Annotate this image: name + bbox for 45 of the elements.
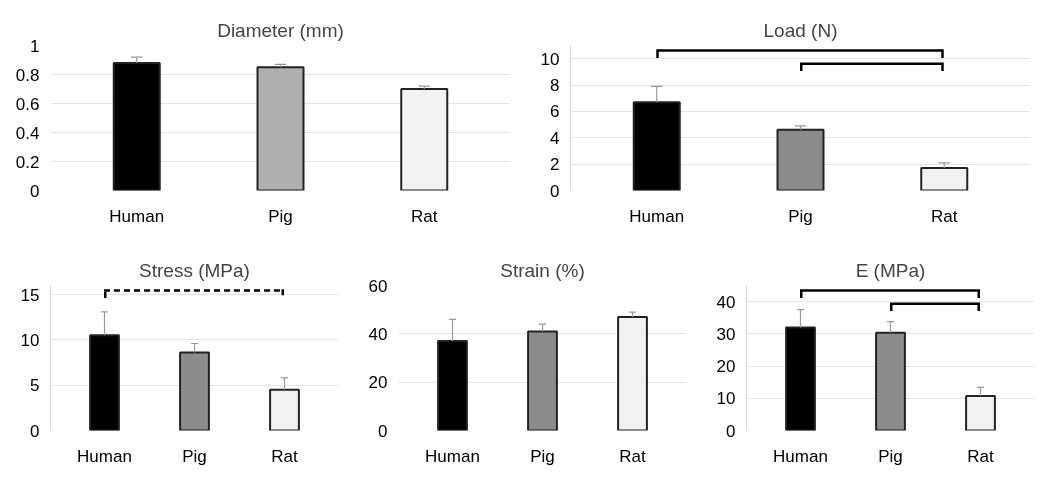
- y-tick-label: 15: [20, 285, 40, 305]
- y-tick-label: 20: [368, 373, 388, 393]
- x-tick-label: Human: [425, 446, 480, 466]
- y-tick-label: 60: [368, 276, 388, 296]
- y-tick-label: 0: [378, 421, 388, 441]
- y-tick-label: 2: [550, 155, 560, 175]
- y-tick-label: 0: [30, 421, 40, 441]
- y-tick-label: 40: [716, 292, 736, 312]
- y-tick-label: 0: [30, 181, 40, 201]
- y-tick-label: 30: [716, 324, 736, 344]
- x-tick-label: Pig: [530, 446, 555, 466]
- x-tick-label: Pig: [788, 206, 813, 226]
- y-tick-label: 8: [550, 76, 560, 96]
- chart-title: E (MPa): [855, 259, 926, 281]
- y-tick-label: 0.8: [15, 65, 40, 85]
- y-tick-label: 0.4: [15, 123, 40, 143]
- x-tick-label: Pig: [182, 446, 207, 466]
- y-tick-label: 0: [550, 181, 560, 201]
- y-tick-label: 6: [550, 102, 560, 122]
- chart-title: Diameter (mm): [217, 19, 344, 41]
- chart-title: Load (N): [763, 19, 838, 41]
- x-tick-label: Human: [109, 206, 165, 226]
- x-tick-label: Rat: [931, 206, 958, 226]
- chart-title: Stress (MPa): [139, 259, 250, 281]
- y-tick-label: 0.2: [15, 152, 40, 172]
- x-tick-label: Rat: [967, 446, 994, 466]
- y-tick-label: 0: [726, 421, 736, 441]
- x-tick-label: Human: [629, 206, 685, 226]
- x-tick-label: Rat: [271, 446, 298, 466]
- y-tick-label: 0.6: [15, 94, 40, 114]
- y-tick-label: 10: [716, 389, 736, 409]
- y-tick-label: 1: [30, 36, 40, 56]
- y-tick-label: 5: [30, 376, 40, 396]
- x-tick-label: Human: [773, 446, 828, 466]
- y-tick-label: 10: [540, 49, 560, 69]
- x-tick-label: Pig: [878, 446, 903, 466]
- y-tick-label: 4: [550, 128, 560, 148]
- y-tick-label: 10: [20, 330, 40, 350]
- x-tick-label: Rat: [411, 206, 438, 226]
- y-tick-label: 20: [716, 357, 736, 377]
- y-tick-label: 40: [368, 324, 388, 344]
- x-tick-label: Pig: [268, 206, 293, 226]
- x-tick-label: Rat: [619, 446, 646, 466]
- chart-title: Strain (%): [500, 259, 585, 281]
- x-tick-label: Human: [77, 446, 132, 466]
